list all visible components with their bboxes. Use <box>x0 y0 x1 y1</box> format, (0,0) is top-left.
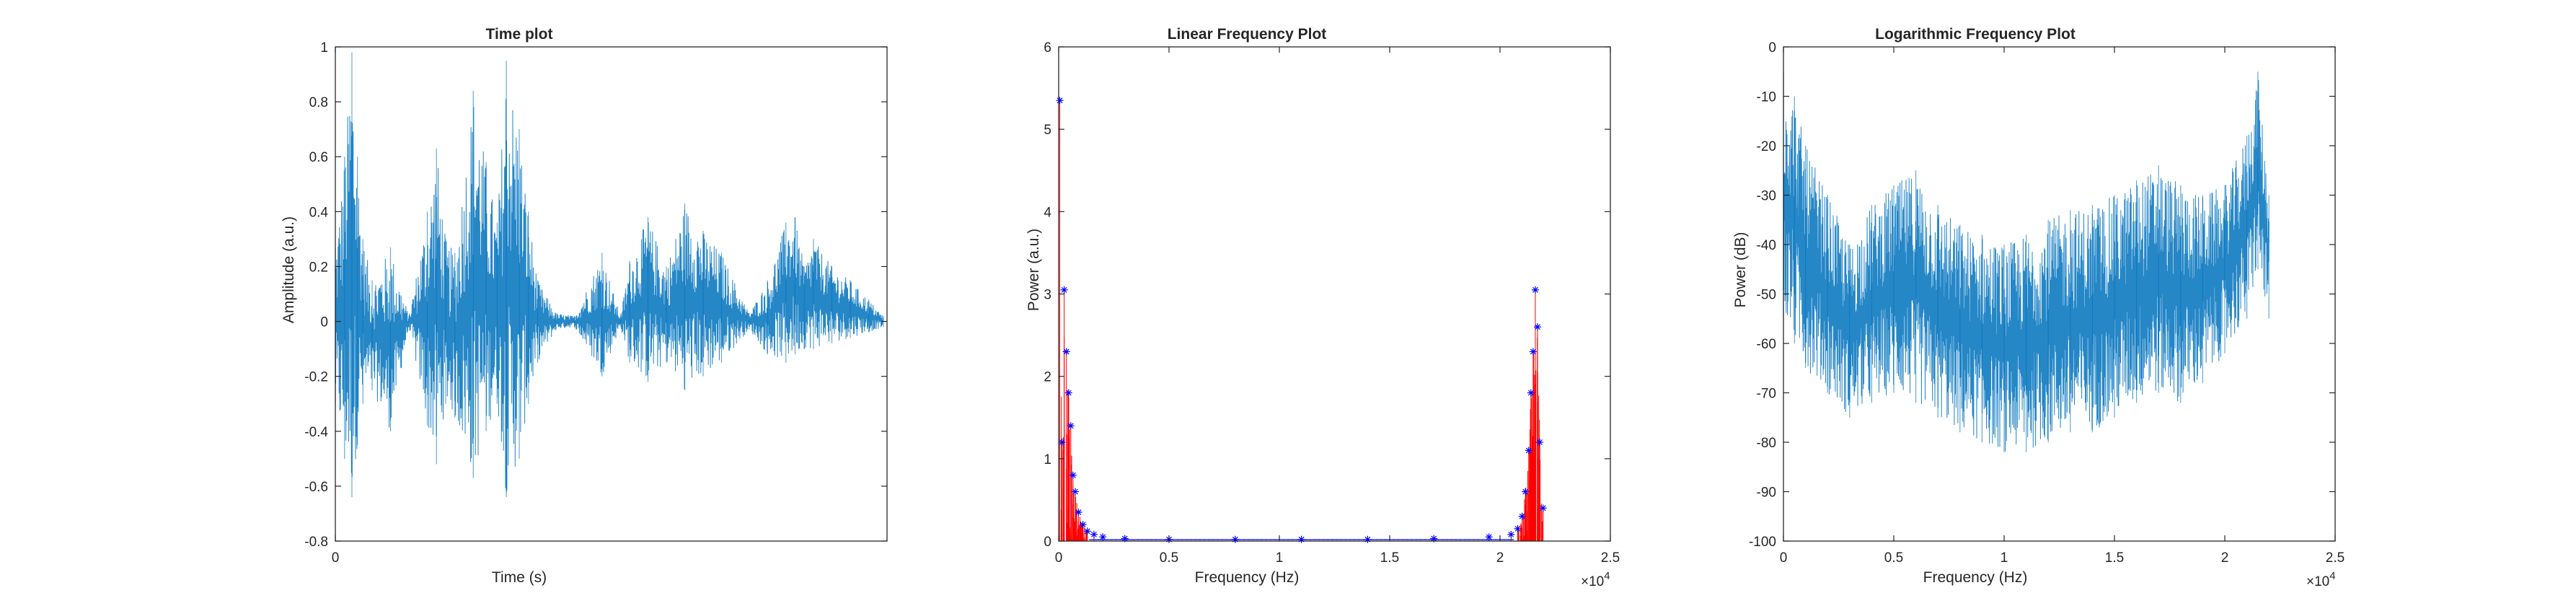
time-plot-y-tick-label: -0.4 <box>304 425 328 440</box>
linear-frequency-plot-marker <box>1075 509 1082 517</box>
time-plot-y-tick-label: 0.8 <box>309 95 328 110</box>
time-plot-y-tick-label: 1 <box>320 40 328 56</box>
log-frequency-plot-axes-box <box>1783 46 2336 542</box>
linear-frequency-plot-y-tick-label: 3 <box>1044 288 1051 303</box>
linear-frequency-plot-marker <box>1083 527 1091 535</box>
linear-frequency-plot-marker <box>1514 524 1522 532</box>
log-frequency-plot-y-tick-label: -100 <box>1749 535 1776 550</box>
time-plot-y-tick-label: -0.6 <box>304 480 328 495</box>
time-plot: Time plot Time (s) Amplitude (a.u.) 0 -0.… <box>281 26 888 586</box>
time-plot-ylabel: Amplitude (a.u.) <box>281 216 297 323</box>
log-frequency-plot-y-tick-label: 0 <box>1768 40 1776 56</box>
log-frequency-plot-y-tick-label: -10 <box>1757 90 1776 105</box>
log-frequency-plot-y-tick-label: -80 <box>1757 436 1776 451</box>
linear-frequency-plot-y-tick-label: 4 <box>1044 205 1051 220</box>
linear-frequency-plot-marker <box>1522 488 1530 496</box>
linear-frequency-plot-marks <box>1056 97 1547 543</box>
linear-frequency-plot-marker <box>1056 97 1064 105</box>
linear-frequency-plot-marker <box>1079 521 1087 529</box>
time-plot-title: Time plot <box>486 26 553 43</box>
linear-frequency-plot-x-exponent-base: ×10 <box>1581 574 1604 589</box>
linear-frequency-plot-y-tick-label: 6 <box>1044 40 1051 56</box>
log-frequency-plot-y-tick-label: -20 <box>1757 139 1776 154</box>
linear-frequency-plot-marker <box>1064 389 1072 397</box>
log-frequency-plot-ylabel: Power (dB) <box>1732 232 1749 307</box>
linear-frequency-plot-xlabel: Frequency (Hz) <box>1195 569 1300 586</box>
time-plot-x-tick-label: 0 <box>332 550 340 566</box>
log-frequency-plot-y-tick-label: -50 <box>1757 288 1776 303</box>
linear-frequency-plot-marker <box>1071 488 1079 496</box>
linear-frequency-plot-x-tick-label: 0.5 <box>1160 550 1178 566</box>
time-plot-y-tick-label: 0.2 <box>309 260 328 275</box>
linear-frequency-plot-marker <box>1069 471 1077 479</box>
linear-frequency-plot-x-tick-label: 2.5 <box>1601 550 1620 566</box>
time-plot-y-tick-label: 0.6 <box>309 150 328 165</box>
log-frequency-plot-x-tick-label: 1.5 <box>2105 550 2124 566</box>
linear-frequency-plot-marker <box>1531 286 1539 294</box>
log-frequency-plot-y-tick-label: -90 <box>1757 486 1776 501</box>
linear-frequency-plot-marker <box>1060 286 1068 294</box>
time-plot-ticks: 0 -0.8 -0.6 -0.4 -0.2 0 0.2 0.4 0.6 0.8 1 <box>304 40 887 566</box>
log-frequency-plot-title: Logarithmic Frequency Plot <box>1875 26 2076 43</box>
linear-frequency-plot-y-tick-label: 0 <box>1044 535 1051 550</box>
log-frequency-plot-y-tick-label: -30 <box>1757 189 1776 204</box>
linear-frequency-plot-x-tick-label: 1.5 <box>1380 550 1399 566</box>
linear-frequency-plot-marker <box>1527 389 1535 397</box>
log-frequency-plot-y-tick-label: -70 <box>1757 387 1776 402</box>
time-plot-trace <box>335 99 884 493</box>
log-frequency-plot-x-exponent-base: ×10 <box>2306 574 2329 589</box>
linear-frequency-plot-title: Linear Frequency Plot <box>1168 26 1327 43</box>
linear-frequency-plot-y-tick-label: 2 <box>1044 370 1051 385</box>
linear-frequency-plot-marker <box>1507 530 1515 538</box>
log-frequency-plot-x-tick-label: 1 <box>2001 550 2008 566</box>
log-frequency-plot-x-tick-label: 2 <box>2221 550 2229 566</box>
log-frequency-plot-x-tick-label: 0.5 <box>1884 550 1903 566</box>
linear-frequency-plot-marker <box>1534 323 1542 331</box>
linear-frequency-plot-x-exponent: ×104 <box>1581 570 1610 589</box>
linear-frequency-plot-marker <box>1525 447 1532 454</box>
time-plot-y-tick-label: -0.8 <box>304 535 328 550</box>
linear-frequency-plot-marker <box>1518 512 1526 520</box>
linear-frequency-plot-ticks: 0 0.5 1 1.5 2 2.5 0 1 2 3 4 5 6 <box>1044 40 1620 566</box>
log-frequency-plot-y-tick-label: -40 <box>1757 238 1776 253</box>
linear-frequency-plot-x-tick-label: 1 <box>1276 550 1284 566</box>
linear-frequency-plot-axes-box <box>1058 46 1611 542</box>
linear-frequency-plot-marker <box>1121 535 1129 543</box>
time-plot-y-tick-label: -0.2 <box>304 370 328 385</box>
log-frequency-plot-x-exponent: ×104 <box>2306 570 2336 589</box>
linear-frequency-plot-marker <box>1058 439 1066 446</box>
time-plot-axes-box <box>335 46 888 542</box>
linear-frequency-plot-y-tick-label: 1 <box>1044 452 1051 467</box>
log-frequency-plot-x-tick-label: 0 <box>1780 550 1788 566</box>
linear-frequency-plot-marker <box>1529 348 1537 356</box>
linear-frequency-plot: Linear Frequency Plot Frequency (Hz) Pow… <box>1025 26 1620 589</box>
time-plot-xlabel: Time (s) <box>492 569 547 586</box>
linear-frequency-plot-x-tick-label: 2 <box>1496 550 1504 566</box>
linear-frequency-plot-x-exponent-power: 4 <box>1604 570 1610 582</box>
log-frequency-plot-y-tick-label: -60 <box>1757 337 1776 352</box>
log-frequency-plot-xlabel: Frequency (Hz) <box>1923 569 2028 586</box>
time-plot-envelope <box>335 52 884 498</box>
time-plot-marks <box>335 52 884 498</box>
linear-frequency-plot-y-tick-label: 5 <box>1044 123 1051 138</box>
linear-frequency-plot-marker <box>1062 348 1070 356</box>
linear-frequency-plot-ylabel: Power (a.u.) <box>1025 229 1042 311</box>
time-plot-y-tick-label: 0 <box>320 315 328 330</box>
linear-frequency-plot-marker <box>1536 439 1544 446</box>
linear-frequency-plot-marker <box>1090 530 1098 538</box>
log-frequency-plot: Logarithmic Frequency Plot Frequency (Hz… <box>1732 26 2345 589</box>
log-frequency-plot-ticks: 0 0.5 1 1.5 2 2.5-100-90-80-70-60-50-40-30-20… <box>1749 40 2345 566</box>
linear-frequency-plot-marker <box>1539 504 1547 512</box>
linear-frequency-plot-x-tick-label: 0 <box>1055 550 1063 566</box>
time-plot-y-tick-label: 0.4 <box>309 205 329 220</box>
log-frequency-plot-x-tick-label: 2.5 <box>2326 550 2345 566</box>
linear-frequency-plot-marker <box>1067 422 1075 430</box>
log-frequency-plot-x-exponent-power: 4 <box>2329 570 2335 582</box>
